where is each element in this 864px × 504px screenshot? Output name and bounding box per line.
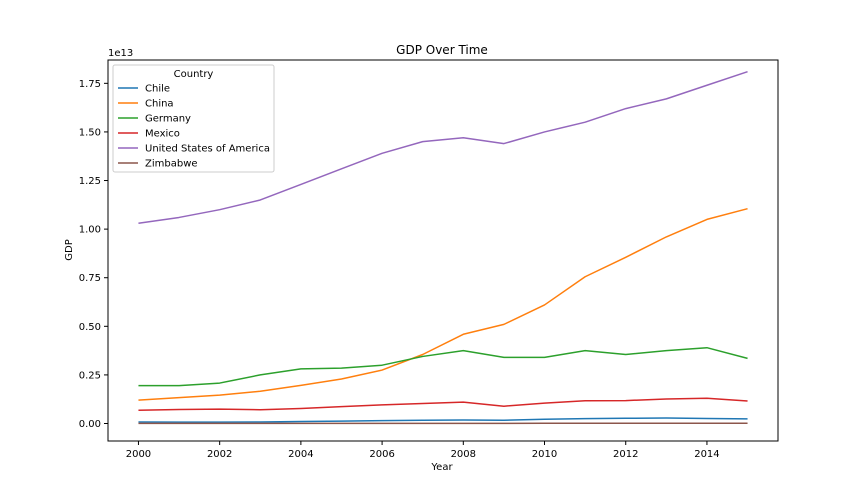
legend-title: Country bbox=[174, 69, 214, 80]
y-tick-label: 1.75 bbox=[79, 79, 101, 90]
legend: Country Chile China Germany Mexico United Sta… bbox=[112, 64, 275, 173]
legend-entry: Mexico bbox=[145, 129, 180, 140]
x-tick-label: 2012 bbox=[613, 449, 638, 460]
x-tick-label: 2006 bbox=[369, 449, 394, 460]
y-axis-label: GDP bbox=[64, 239, 75, 260]
x-tick-label: 2008 bbox=[451, 449, 476, 460]
series-line-chile bbox=[138, 417, 748, 423]
y-tick-label: 1.00 bbox=[79, 225, 101, 236]
y-tick-label: 0.75 bbox=[79, 273, 101, 284]
y-scale-label: 1e13 bbox=[108, 48, 133, 59]
axes-frame bbox=[107, 59, 779, 442]
legend-entry: Zimbabwe bbox=[145, 159, 198, 170]
series-line-mexico bbox=[138, 397, 748, 412]
y-tick-label: 1.25 bbox=[79, 176, 101, 187]
y-tick-label: 0.00 bbox=[79, 419, 101, 430]
y-tick-label: 1.50 bbox=[79, 127, 101, 138]
series-line-germany bbox=[138, 346, 748, 387]
legend-entry: United States of America bbox=[145, 144, 270, 155]
chart-title: GDP Over Time bbox=[396, 43, 488, 57]
x-axis-label: Year bbox=[430, 462, 453, 473]
x-tick-label: 2000 bbox=[126, 449, 151, 460]
x-tick-label: 2002 bbox=[207, 449, 232, 460]
y-tick-label: 0.25 bbox=[79, 370, 101, 381]
x-tick-label: 2014 bbox=[694, 449, 719, 460]
legend-entry: Chile bbox=[145, 84, 170, 95]
plot-area: 2000 2002 2004 2006 2008 2010 2012 2014 0.00 0.25… bbox=[79, 70, 748, 460]
x-tick-label: 2004 bbox=[288, 449, 313, 460]
series-line-united-states-of-america bbox=[138, 70, 748, 225]
legend-box bbox=[112, 64, 275, 173]
series-line-china bbox=[138, 207, 748, 401]
legend-entry: China bbox=[145, 99, 174, 110]
y-tick-label: 0.50 bbox=[79, 322, 101, 333]
legend-entry: Germany bbox=[145, 114, 191, 125]
x-tick-label: 2010 bbox=[532, 449, 557, 460]
